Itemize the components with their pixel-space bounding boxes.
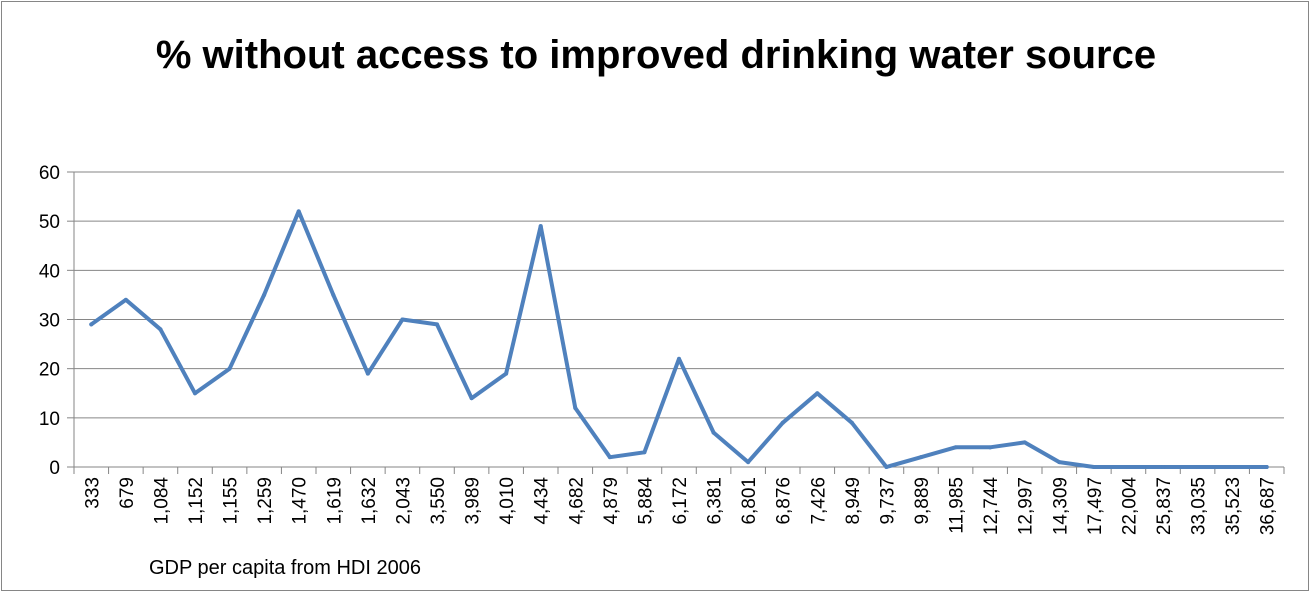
x-tick-label: 5,884 bbox=[635, 477, 656, 525]
x-tick-label: 1,470 bbox=[290, 477, 311, 525]
data-point bbox=[1091, 465, 1096, 469]
data-point bbox=[435, 322, 439, 327]
data-point bbox=[1057, 460, 1062, 465]
data-point bbox=[677, 356, 681, 361]
data-point bbox=[1264, 465, 1269, 469]
x-tick-label: 35,523 bbox=[1223, 477, 1244, 535]
data-point bbox=[711, 430, 716, 435]
x-tick-label: 1,155 bbox=[221, 477, 242, 525]
x-tick-label: 17,497 bbox=[1085, 477, 1106, 535]
data-point bbox=[1161, 465, 1165, 469]
data-point bbox=[573, 406, 578, 410]
data-point bbox=[953, 445, 958, 450]
x-tick-label: 9,737 bbox=[877, 477, 898, 525]
x-tick-label: 679 bbox=[117, 477, 138, 509]
x-tick-label: 12,997 bbox=[1016, 477, 1037, 535]
y-tick-label: 60 bbox=[39, 163, 60, 184]
data-point bbox=[815, 391, 820, 396]
y-tick-label: 20 bbox=[39, 360, 60, 381]
x-tick-label: 7,426 bbox=[808, 477, 829, 525]
x-tick-label: 14,309 bbox=[1050, 477, 1071, 535]
x-tick-label: 6,172 bbox=[670, 477, 691, 525]
data-point bbox=[1195, 465, 1200, 469]
x-tick-label: 25,837 bbox=[1154, 477, 1175, 535]
x-tick-label: 4,682 bbox=[566, 477, 587, 525]
chart-title: % without access to improved drinking wa… bbox=[155, 33, 1157, 77]
x-tick-label: 33,035 bbox=[1189, 477, 1210, 535]
x-tick-label: 4,010 bbox=[497, 477, 518, 525]
y-tick-label: 50 bbox=[39, 212, 60, 233]
data-point bbox=[262, 292, 267, 297]
data-point bbox=[504, 371, 509, 376]
data-point bbox=[296, 209, 301, 214]
data-point bbox=[158, 327, 163, 332]
data-point bbox=[89, 322, 94, 327]
data-point bbox=[193, 391, 197, 396]
x-tick-label: 6,381 bbox=[705, 477, 726, 525]
x-tick-label: 1,259 bbox=[255, 477, 276, 525]
x-tick-label: 11,985 bbox=[947, 477, 968, 534]
data-point bbox=[884, 465, 889, 469]
data-point bbox=[400, 317, 405, 322]
x-tick-label: 4,434 bbox=[532, 477, 553, 525]
x-tick-label: 6,876 bbox=[774, 477, 795, 525]
data-point bbox=[988, 445, 993, 450]
data-point bbox=[365, 371, 370, 376]
x-tick-label: 1,632 bbox=[359, 477, 380, 525]
series-line bbox=[89, 209, 1269, 469]
x-tick-label: 4,879 bbox=[601, 477, 622, 525]
x-tick-label: 1,619 bbox=[324, 477, 345, 525]
data-point bbox=[780, 420, 785, 425]
x-tick-label: 3,550 bbox=[428, 477, 449, 525]
data-point bbox=[227, 366, 232, 371]
data-point bbox=[1022, 440, 1027, 445]
x-tick-label: 9,889 bbox=[912, 477, 933, 525]
data-point bbox=[123, 297, 128, 302]
y-tick-label: 0 bbox=[49, 458, 60, 479]
x-tick-label: 3,989 bbox=[463, 477, 484, 525]
x-tick-label: 1,084 bbox=[151, 477, 172, 525]
y-tick-label: 30 bbox=[39, 311, 60, 332]
x-tick-label: 1,152 bbox=[186, 477, 207, 525]
data-point bbox=[642, 450, 647, 455]
data-point bbox=[919, 455, 923, 460]
data-point bbox=[331, 292, 336, 297]
x-tick-label: 12,744 bbox=[981, 477, 1002, 536]
data-point bbox=[1126, 465, 1131, 469]
x-tick-label: 22,004 bbox=[1119, 477, 1140, 536]
x-tick-label: 36,687 bbox=[1258, 477, 1279, 535]
data-point bbox=[538, 224, 543, 229]
x-axis-title: GDP per capita from HDI 2006 bbox=[149, 557, 421, 579]
y-tick-label: 40 bbox=[39, 261, 60, 282]
data-point bbox=[1230, 465, 1235, 469]
data-point bbox=[607, 455, 612, 460]
data-point bbox=[746, 460, 751, 465]
data-point bbox=[849, 420, 854, 425]
x-tick-label: 8,949 bbox=[843, 477, 864, 525]
x-tick-label: 6,801 bbox=[739, 477, 760, 525]
data-point bbox=[469, 396, 474, 401]
y-tick-label: 10 bbox=[39, 409, 60, 430]
x-tick-label: 333 bbox=[82, 477, 103, 509]
x-tick-label: 2,043 bbox=[393, 477, 414, 525]
